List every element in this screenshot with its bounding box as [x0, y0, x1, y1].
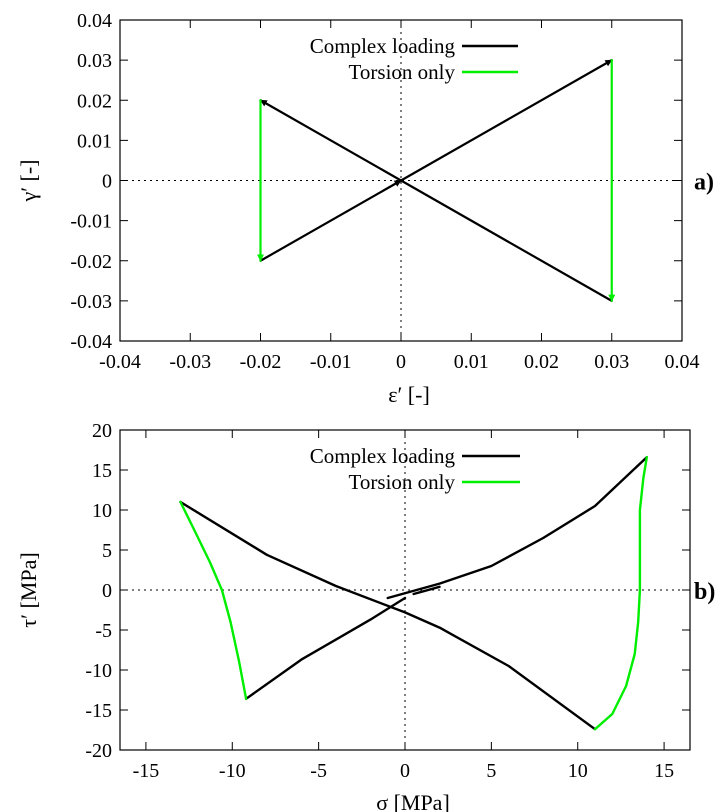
- chart-0-series-0-segment-2: [259, 179, 403, 262]
- chart-0-series-torsion-only: [257, 59, 616, 302]
- chart-1-series-0-segment-0: [412, 585, 441, 596]
- chart-1-ytick-label: 15: [92, 460, 112, 482]
- chart-1-series-1-segment-1: [179, 500, 248, 700]
- chart-0-xtick-label: -0.04: [99, 351, 141, 373]
- chart-1-series-1-segment-0: [593, 456, 649, 731]
- chart-0-xtick-label: -0.02: [240, 351, 282, 373]
- chart-1-legend-label: Torsion only: [349, 470, 456, 494]
- chart-1-ytick-label: 20: [92, 420, 112, 442]
- chart-1-series-0-segment-2: [179, 500, 597, 731]
- chart-1-xtick-label: 0: [400, 760, 410, 782]
- chart-1-series-0-segment-1: [386, 456, 649, 600]
- chart-0-ytick-label: 0.03: [77, 50, 112, 72]
- chart-1-series-torsion-only: [179, 456, 649, 731]
- chart-1-panel-label: b): [694, 579, 715, 605]
- chart-0-ylabel: γ′ [-]: [16, 159, 41, 202]
- chart-0-ytick-label: -0.04: [70, 331, 112, 353]
- chart-1-series-0-segment-3: [244, 596, 407, 700]
- chart-0-ytick-label: 0.02: [77, 90, 112, 112]
- chart-0-xtick-label: 0: [396, 351, 406, 373]
- chart-0-xtick-label: 0.04: [665, 351, 700, 373]
- chart-0-ytick-label: 0: [102, 171, 112, 193]
- chart-1-xlabel: σ [MPa]: [376, 790, 450, 812]
- chart-1-ytick-label: 10: [92, 500, 112, 522]
- chart-1-ytick-label: 5: [102, 540, 112, 562]
- chart-1-ytick-label: -10: [85, 660, 112, 682]
- chart-0-xtick-label: 0.03: [594, 351, 629, 373]
- chart-1-xtick-label: -10: [219, 760, 246, 782]
- chart-1-xtick-label: -15: [133, 760, 160, 782]
- chart-0-ytick-label: -0.03: [70, 291, 112, 313]
- chart-0-xtick-label: 0.02: [524, 351, 559, 373]
- chart-1-ytick-label: -5: [95, 620, 112, 642]
- chart-0-panel-label: a): [694, 170, 714, 196]
- chart-0-legend-label: Complex loading: [310, 34, 456, 58]
- chart-0-series-0-segment-1: [259, 99, 613, 302]
- chart-1-xtick-label: 15: [654, 760, 674, 782]
- chart-0-xlabel: ε′ [-]: [388, 382, 430, 407]
- chart-0-ytick-label: -0.02: [70, 251, 112, 273]
- chart-0-ytick-label: 0.04: [77, 10, 112, 32]
- chart-1-ylabel: τ′ [MPa]: [16, 552, 41, 627]
- chart-0-series-0-segment-0: [399, 59, 613, 182]
- chart-1-xtick-label: -5: [310, 760, 327, 782]
- chart-1-xtick-label: 10: [568, 760, 588, 782]
- chart-1-series-complex-loading: [179, 456, 649, 731]
- chart-1-ytick-label: -20: [85, 740, 112, 762]
- chart-b: -15 -10 -5 0 5 10 15 -20 -15 -10 -5 0 5 10 15 20 σ [MPa]…: [16, 420, 715, 812]
- chart-0-ytick-label: -0.01: [70, 211, 112, 233]
- chart-1-legend-label: Complex loading: [310, 444, 456, 468]
- chart-0-ytick-label: 0.01: [77, 130, 112, 152]
- chart-0-xtick-label: 0.01: [454, 351, 489, 373]
- chart-0-xtick-label: -0.03: [169, 351, 211, 373]
- chart-1-ytick-label: 0: [102, 580, 112, 602]
- chart-0-legend-label: Torsion only: [349, 60, 456, 84]
- chart-0-series-complex-loading: [259, 59, 613, 302]
- chart-0-xtick-label: -0.01: [310, 351, 352, 373]
- chart-a: -0.04 -0.03 -0.02 -0.01 0 0.01 0.02 0.03 0.04 -0.…: [16, 10, 714, 407]
- chart-1-xtick-label: 5: [486, 760, 496, 782]
- chart-1-ytick-label: -15: [85, 700, 112, 722]
